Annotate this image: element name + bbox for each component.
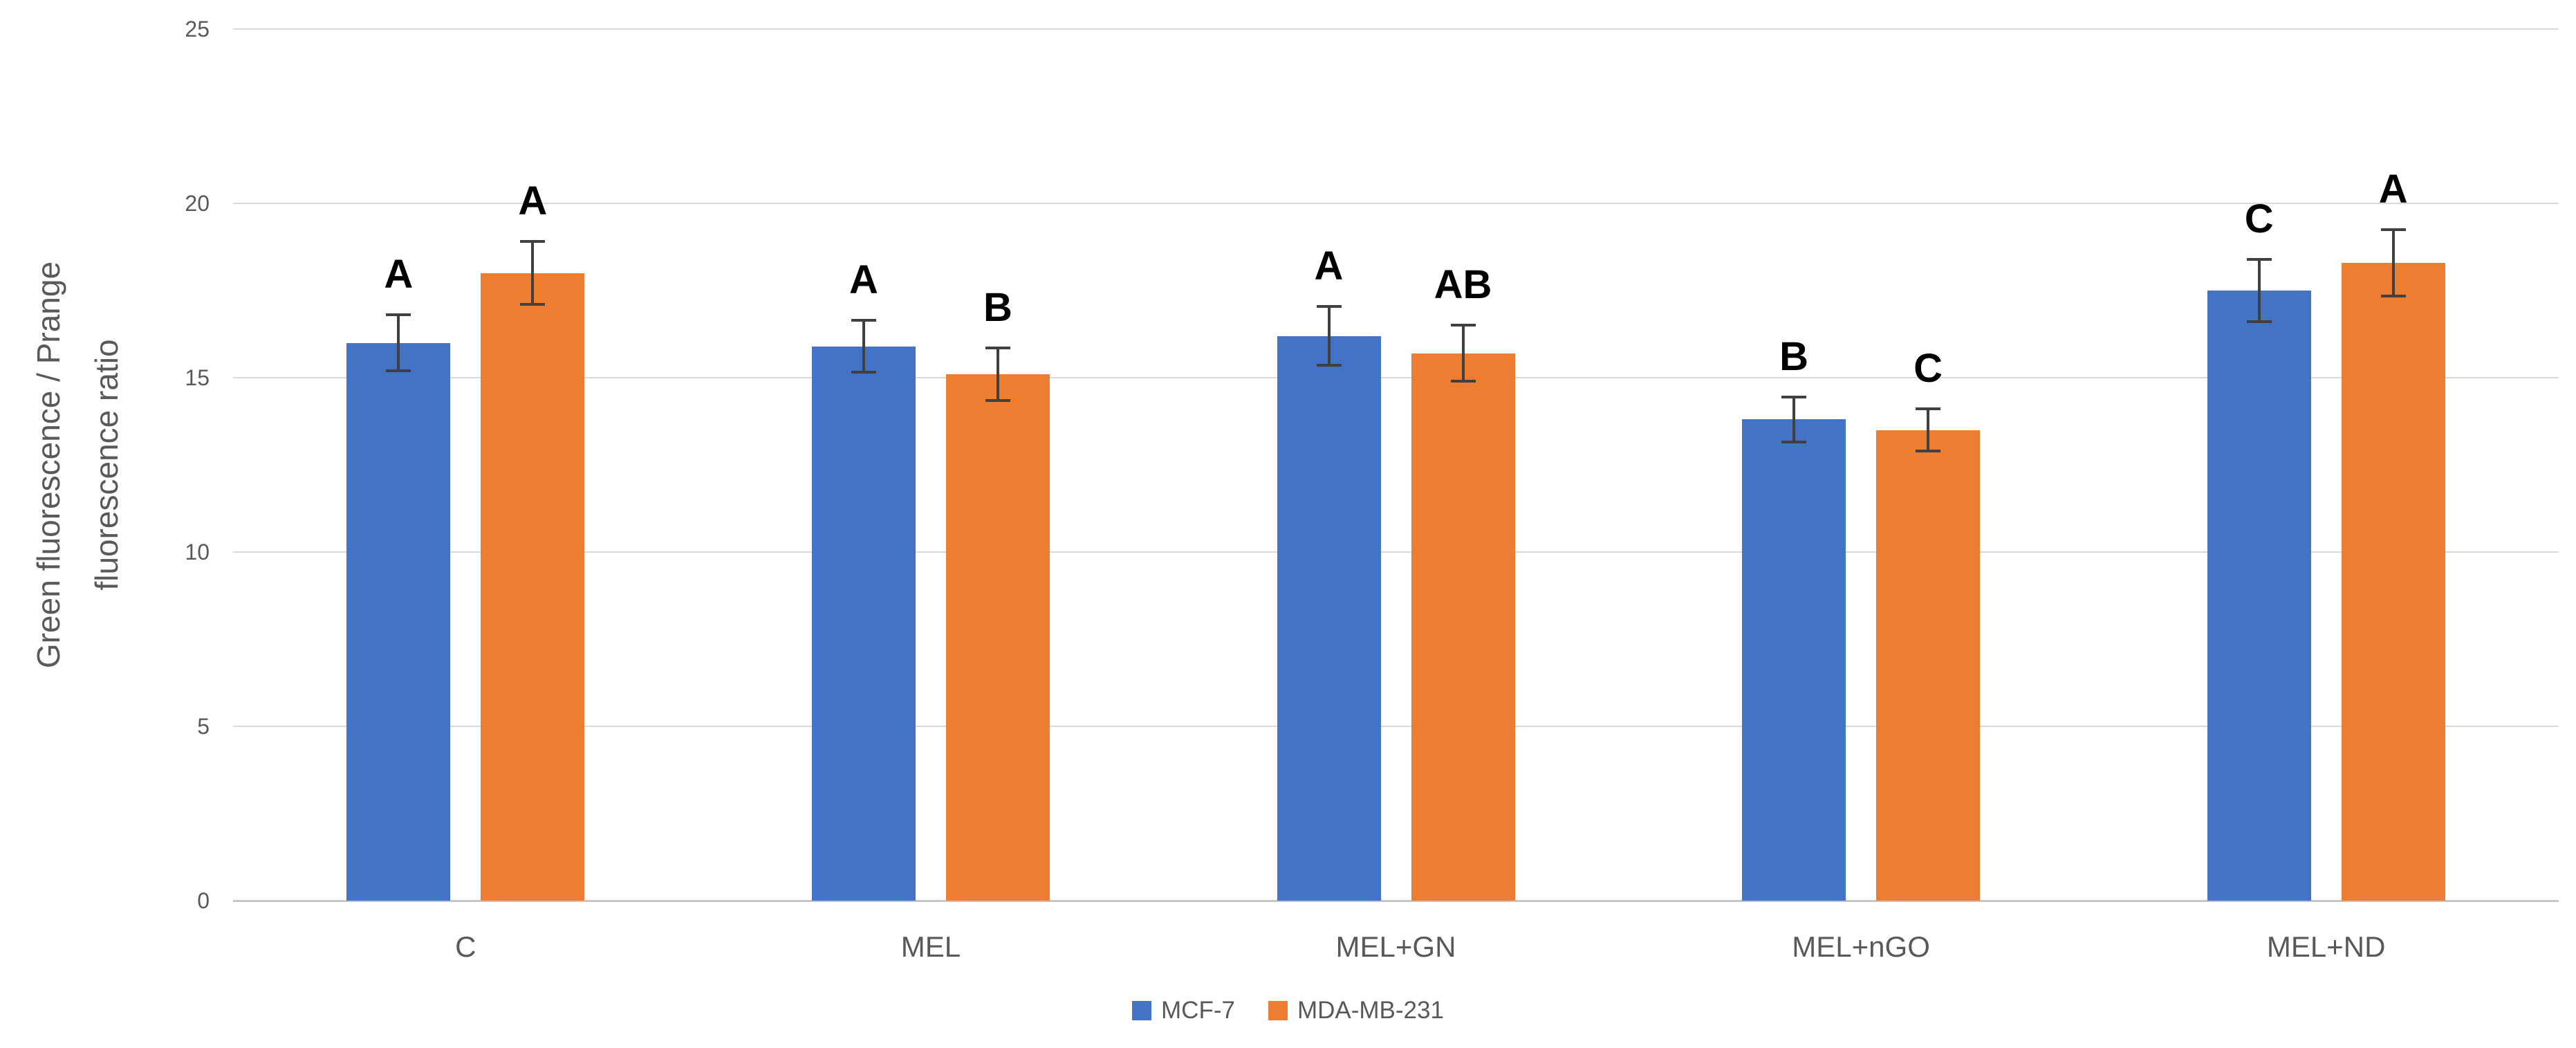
category-label-MEL+ND: MEL+ND — [2266, 930, 2386, 963]
error-cap-top-MDA-MB-231-MEL+ND — [2380, 228, 2406, 231]
error-cap-top-MCF-7-C — [386, 313, 411, 317]
bar-MCF-7-MEL+nGO — [1742, 419, 1846, 901]
error-cap-bottom-MDA-MB-231-MEL+nGO — [1916, 449, 1941, 452]
error-cap-top-MDA-MB-231-MEL+GN — [1450, 324, 1476, 327]
bar-MCF-7-MEL+GN — [1277, 335, 1381, 901]
error-cap-bottom-MDA-MB-231-MEL+ND — [2380, 294, 2406, 297]
x-axis-line — [233, 900, 2559, 902]
error-cap-top-MCF-7-MEL — [851, 318, 876, 322]
gridline-y10 — [233, 551, 2559, 553]
gridline-y20 — [233, 203, 2559, 204]
error-bar-MCF-7-MEL — [862, 320, 865, 373]
legend-label-mda-mb-231: MDA-MB-231 — [1297, 997, 1444, 1024]
error-cap-top-MCF-7-MEL+GN — [1316, 304, 1342, 308]
bar-MDA-MB-231-MEL+GN — [1411, 353, 1515, 901]
error-cap-bottom-MDA-MB-231-MEL — [985, 398, 1010, 402]
chart-legend: MCF-7 MDA-MB-231 — [0, 997, 2576, 1024]
legend-item-mda-mb-231: MDA-MB-231 — [1268, 997, 1444, 1024]
legend-item-mcf7: MCF-7 — [1132, 997, 1235, 1024]
bar-MDA-MB-231-MEL+ND — [2341, 262, 2445, 901]
category-label-MEL+nGO: MEL+nGO — [1792, 930, 1930, 963]
error-bar-MDA-MB-231-MEL+GN — [1461, 325, 1465, 382]
gridline-y15 — [233, 377, 2559, 378]
error-cap-bottom-MCF-7-MEL+GN — [1316, 364, 1342, 367]
significance-letter-MDA-MB-231-MEL+ND: A — [2378, 166, 2408, 212]
error-bar-MCF-7-MEL+nGO — [1792, 396, 1796, 443]
significance-letter-MCF-7-MEL: A — [849, 257, 878, 302]
significance-letter-MCF-7-C: A — [384, 252, 414, 297]
significance-letter-MDA-MB-231-MEL+GN: AB — [1434, 262, 1492, 308]
error-bar-MDA-MB-231-C — [531, 241, 535, 305]
y-axis-title: Green fluorescence / Prange fluorescence… — [19, 50, 136, 880]
significance-letter-MDA-MB-231-C: A — [518, 178, 548, 224]
significance-letter-MCF-7-MEL+ND: C — [2244, 196, 2274, 241]
error-bar-MDA-MB-231-MEL+nGO — [1927, 409, 1930, 451]
error-bar-MCF-7-MEL+GN — [1327, 306, 1331, 366]
bar-MCF-7-MEL+ND — [2207, 291, 2311, 901]
error-cap-bottom-MDA-MB-231-C — [520, 303, 546, 306]
bar-MCF-7-MEL — [811, 346, 916, 901]
y-tick-label-10: 10 — [185, 540, 210, 564]
y-tick-label-15: 15 — [185, 365, 210, 390]
category-label-MEL+GN: MEL+GN — [1335, 930, 1456, 963]
bar-MDA-MB-231-C — [481, 273, 585, 901]
significance-letter-MCF-7-MEL+GN: A — [1314, 243, 1344, 288]
significance-letter-MDA-MB-231-MEL+nGO: C — [1914, 346, 1943, 392]
y-axis-title-line1: Green fluorescence / Prange — [30, 261, 66, 669]
error-cap-top-MDA-MB-231-MEL+nGO — [1916, 407, 1941, 411]
error-bar-MCF-7-MEL+ND — [2257, 259, 2261, 322]
error-cap-bottom-MCF-7-MEL+ND — [2246, 320, 2272, 324]
error-cap-bottom-MCF-7-MEL+nGO — [1781, 441, 1807, 444]
category-label-MEL: MEL — [900, 930, 961, 963]
y-tick-label-5: 5 — [197, 714, 210, 739]
legend-swatch-mcf7 — [1132, 1001, 1152, 1020]
error-bar-MDA-MB-231-MEL+ND — [2391, 229, 2395, 296]
significance-letter-MDA-MB-231-MEL: B — [983, 285, 1012, 331]
error-bar-MDA-MB-231-MEL — [996, 348, 999, 401]
y-tick-label-0: 0 — [197, 888, 210, 913]
significance-letter-MCF-7-MEL+nGO: B — [1779, 333, 1809, 379]
error-cap-top-MCF-7-MEL+ND — [2246, 257, 2272, 261]
bar-MCF-7-C — [346, 342, 451, 901]
bar-MDA-MB-231-MEL — [945, 374, 1050, 901]
category-label-C: C — [455, 930, 476, 963]
error-cap-bottom-MCF-7-C — [386, 369, 411, 372]
y-tick-label-20: 20 — [185, 191, 210, 216]
gridline-y25 — [233, 28, 2559, 30]
legend-label-mcf7: MCF-7 — [1161, 997, 1235, 1024]
error-bar-MCF-7-C — [397, 315, 400, 371]
legend-swatch-mda-mb-231 — [1268, 1001, 1288, 1020]
error-cap-top-MCF-7-MEL+nGO — [1781, 395, 1807, 398]
error-cap-top-MDA-MB-231-C — [520, 240, 546, 243]
error-cap-bottom-MDA-MB-231-MEL+GN — [1450, 380, 1476, 383]
bar-MDA-MB-231-MEL+nGO — [1876, 430, 1981, 901]
gridline-y5 — [233, 726, 2559, 727]
error-cap-bottom-MCF-7-MEL — [851, 371, 876, 374]
error-cap-top-MDA-MB-231-MEL — [985, 347, 1010, 350]
y-tick-label-25: 25 — [185, 17, 210, 42]
